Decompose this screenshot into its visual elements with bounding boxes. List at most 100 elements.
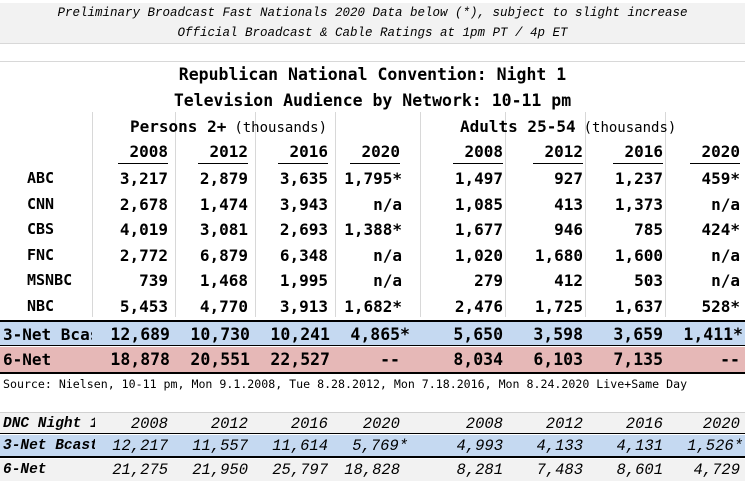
group-label-adults: Adults 25-54 <box>460 117 576 136</box>
table-cell: 3,217 <box>119 169 168 188</box>
table-cell: 18,878 <box>110 350 170 369</box>
page-subtitle: Television Audience by Network: 10-11 pm <box>173 91 572 110</box>
table-cell: 7,135 <box>613 350 663 369</box>
dnc-row-6net: 6-Net 21,275 21,950 25,797 18,828 8,281 … <box>0 459 745 481</box>
table-cell: 1,020 <box>454 245 503 265</box>
network-label: MSNBC <box>27 271 73 289</box>
table-cell: 1,468 <box>199 271 248 290</box>
table-cell: 8,601 <box>616 461 663 479</box>
network-label: FNC <box>27 245 55 264</box>
table-cell: 1,600 <box>614 245 663 265</box>
dnc-year-header: 2016 <box>625 415 663 433</box>
table-cell: 10,241 <box>270 325 330 344</box>
preliminary-note: Preliminary Broadcast Fast Nationals 202… <box>0 3 745 23</box>
dnc-row-label: 3-Net Bcast <box>3 438 95 454</box>
table-cell: 12,689 <box>110 325 170 344</box>
table-cell: 8,281 <box>456 461 503 479</box>
table-row: FNC 2,772 6,879 6,348 n/a 1,020 1,680 1,600 n/a <box>0 243 745 268</box>
network-label: NBC <box>27 296 55 315</box>
table-cell: 1,795* <box>344 169 402 188</box>
dnc-year-header: 2016 <box>290 415 328 433</box>
table-cell: 3,081 <box>199 220 248 239</box>
table-cell: 946 <box>554 220 583 239</box>
table-cell: 459* <box>701 169 740 188</box>
dnc-year-header: 2020 <box>702 415 740 433</box>
table-cell: 2,879 <box>199 169 248 188</box>
dnc-year-header: 2012 <box>210 415 248 433</box>
table-cell: 11,614 <box>272 437 328 455</box>
year-header: 2016 <box>289 142 328 161</box>
table-cell: 412 <box>554 271 583 290</box>
table-cell: 4,865* <box>350 325 410 344</box>
table-cell: 528* <box>701 296 740 316</box>
table-row: ABC 3,217 2,879 3,635 1,795* 1,497 927 1,237 459… <box>0 166 745 191</box>
dnc-row-3net: 3-Net Bcast 12,217 11,557 11,614 5,769* … <box>0 435 745 458</box>
table-cell: -- <box>380 350 400 369</box>
table-cell: 1,085 <box>454 194 503 214</box>
table-cell: 6,879 <box>199 245 248 265</box>
group-header-adults: Adults 25-54 (thousands) <box>460 116 676 138</box>
dnc-row-label: 6-Net <box>3 462 47 478</box>
table-cell: n/a <box>711 245 740 265</box>
table-cell: n/a <box>711 194 740 214</box>
official-ratings-note: Official Broadcast & Cable Ratings at 1p… <box>0 23 745 43</box>
group-header-persons: Persons 2+ (thousands) <box>130 116 327 138</box>
table-cell: n/a <box>373 271 402 290</box>
network-label: CBS <box>27 220 55 238</box>
table-cell: 4,019 <box>119 220 168 239</box>
table-cell: 1,474 <box>199 194 248 214</box>
table-cell: 1,237 <box>614 169 663 188</box>
year-header: 2020 <box>361 142 400 161</box>
table-cell: 7,483 <box>536 461 583 479</box>
table-cell: 11,557 <box>192 437 248 455</box>
table-cell: n/a <box>711 271 740 290</box>
group-unit-persons: (thousands) <box>234 120 328 136</box>
table-cell: 3,659 <box>613 325 663 344</box>
dnc-year-header: 2008 <box>465 415 503 433</box>
table-cell: 25,797 <box>272 461 328 479</box>
year-header: 2012 <box>209 142 248 161</box>
table-cell: 1,725 <box>534 296 583 316</box>
table-cell: 1,680 <box>534 245 583 265</box>
table-cell: n/a <box>373 245 402 265</box>
table-cell: 21,275 <box>112 461 168 479</box>
table-cell: 3,913 <box>279 296 328 316</box>
total-row-6net: 6-Net 18,878 20,551 22,527 -- 8,034 6,10… <box>0 347 745 374</box>
table-row: CNN 2,678 1,474 3,943 n/a 1,085 413 1,373 n/a <box>0 192 745 217</box>
year-header: 2020 <box>701 142 740 161</box>
table-cell: 4,770 <box>199 296 248 316</box>
table-row: MSNBC 739 1,468 1,995 n/a 279 412 503 n/a <box>0 268 745 293</box>
table-cell: 1,637 <box>614 296 663 316</box>
table-cell: 1,526* <box>687 437 743 455</box>
table-cell: 1,388* <box>344 220 402 239</box>
table-cell: 22,527 <box>270 350 330 369</box>
table-cell: 1,995 <box>279 271 328 290</box>
table-cell: 10,730 <box>190 325 250 344</box>
dnc-year-header: 2020 <box>362 415 400 433</box>
table-cell: 1,373 <box>614 194 663 214</box>
year-header: 2008 <box>129 142 168 161</box>
group-unit-adults: (thousands) <box>583 120 677 136</box>
table-cell: 5,453 <box>119 296 168 316</box>
table-cell: 1,677 <box>454 220 503 239</box>
table-cell: 2,693 <box>279 220 328 239</box>
table-row: CBS 4,019 3,081 2,693 1,388* 1,677 946 785 424* <box>0 217 745 242</box>
table-cell: 21,950 <box>192 461 248 479</box>
table-cell: n/a <box>373 194 402 214</box>
table-cell: 3,598 <box>533 325 583 344</box>
table-row: NBC 5,453 4,770 3,913 1,682* 2,476 1,725 1,637 5… <box>0 294 745 319</box>
table-cell: 4,131 <box>616 437 663 455</box>
table-cell: 5,650 <box>453 325 503 344</box>
table-cell: 739 <box>139 271 168 290</box>
page-title: Republican National Convention: Night 1 <box>178 65 567 84</box>
table-cell: 503 <box>634 271 663 290</box>
table-cell: 3,943 <box>279 194 328 214</box>
table-cell: 413 <box>554 194 583 214</box>
dnc-year-header: 2012 <box>545 415 583 433</box>
table-cell: 8,034 <box>453 350 503 369</box>
source-note: Source: Nielsen, 10-11 pm, Mon 9.1.2008,… <box>3 377 688 391</box>
table-cell: 927 <box>554 169 583 188</box>
table-cell: 2,772 <box>119 245 168 265</box>
year-header: 2012 <box>544 142 583 161</box>
table-cell: 2,476 <box>454 296 503 316</box>
